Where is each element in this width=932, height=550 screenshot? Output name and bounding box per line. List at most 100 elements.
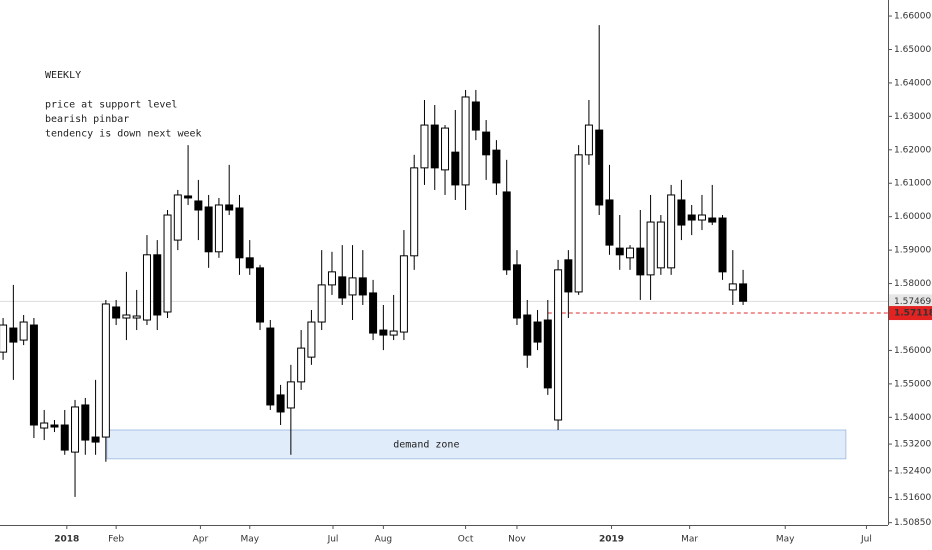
annotation: WEEKLY <box>45 70 81 81</box>
y-tick-label: 1.53200 <box>894 440 931 450</box>
candle-body <box>286 381 295 409</box>
candle-body <box>369 292 378 334</box>
candle-body <box>492 149 501 184</box>
demand-zone <box>106 429 847 460</box>
y-tick-label: 1.65000 <box>894 45 931 55</box>
candle-body <box>708 217 717 223</box>
annotation: tendency is down next week <box>45 129 202 140</box>
x-tick-label: Mar <box>681 535 698 545</box>
candle-body <box>461 96 470 186</box>
candle-body <box>101 303 110 438</box>
candle-body <box>358 277 367 296</box>
x-tick-label: Oct <box>458 535 474 545</box>
x-tick-label: May <box>776 535 795 545</box>
candle-body <box>379 329 388 336</box>
candle-body <box>697 214 706 221</box>
x-tick-label: Apr <box>193 535 209 545</box>
candle-body <box>266 327 275 406</box>
y-tick-label: 1.66000 <box>894 12 931 22</box>
candle-body <box>554 269 563 421</box>
x-tick-label: May <box>240 535 259 545</box>
candle-body <box>297 347 306 383</box>
candle-body <box>718 217 727 273</box>
candle-body <box>91 436 100 443</box>
x-tick-label: 2019 <box>599 535 624 545</box>
candle-body <box>348 277 357 296</box>
x-tick-label: Nov <box>508 535 526 545</box>
candle-body <box>307 321 316 358</box>
candle-body <box>327 271 336 286</box>
candle-body <box>533 321 542 343</box>
candle-body <box>441 127 450 171</box>
candle-body <box>214 204 223 253</box>
candle-body <box>605 199 614 246</box>
alert-price-label: 1.57118 <box>894 309 932 319</box>
candle-body <box>646 221 655 276</box>
candle-body <box>142 254 151 321</box>
candle-body <box>40 422 49 429</box>
candle-body <box>245 257 254 269</box>
y-tick-label: 1.55000 <box>894 379 931 389</box>
candle-body <box>656 221 665 269</box>
candle-body <box>615 247 624 256</box>
candle-body <box>502 191 511 271</box>
candle-body <box>112 306 121 319</box>
annotation: bearish pinbar <box>45 114 129 125</box>
candle-body <box>420 124 429 169</box>
candle-body <box>430 124 439 169</box>
candle-body <box>276 394 285 413</box>
candle-body <box>739 283 748 302</box>
candle-body <box>60 424 69 451</box>
annotation: price at support level <box>45 100 177 111</box>
candle-body <box>389 330 398 336</box>
candle-body <box>410 167 419 257</box>
candle-body <box>636 247 645 276</box>
candle-body <box>317 284 326 323</box>
candle-body <box>173 194 182 241</box>
candle-body <box>194 200 203 211</box>
y-tick-label: 1.64000 <box>894 78 931 88</box>
x-tick-label: Jul <box>860 535 872 545</box>
y-tick-label: 1.61000 <box>894 179 931 189</box>
candle-body <box>687 214 696 221</box>
candle-body <box>584 124 593 156</box>
candle-body <box>235 207 244 259</box>
candle-body <box>184 195 193 199</box>
x-tick-label: Feb <box>108 535 124 545</box>
candle-body <box>71 406 80 453</box>
y-tick-label: 1.50850 <box>894 518 931 528</box>
candle-body <box>9 327 18 343</box>
y-tick-label: 1.56000 <box>894 346 931 356</box>
y-tick-label: 1.52400 <box>894 466 931 476</box>
candle-body <box>225 204 234 211</box>
x-tick-label: Jul <box>327 535 339 545</box>
candle-body <box>543 319 552 389</box>
candle-body <box>482 131 491 156</box>
candle-body <box>667 194 676 269</box>
candle-body <box>574 154 583 293</box>
candle-body <box>728 283 737 291</box>
candle-body <box>512 264 521 319</box>
candle-body <box>81 404 90 441</box>
candle-body <box>122 314 131 319</box>
y-tick-label: 1.60000 <box>894 212 931 222</box>
y-tick-label: 1.63000 <box>894 112 931 122</box>
y-tick-label: 1.59000 <box>894 246 931 256</box>
candle-body <box>626 247 635 259</box>
last-price-label: 1.57469 <box>894 297 931 307</box>
candle-body <box>399 255 408 333</box>
candle-body <box>50 424 59 428</box>
candle-body <box>153 254 162 316</box>
y-tick-label: 1.58000 <box>894 279 931 289</box>
x-tick-label: Aug <box>375 535 393 545</box>
candle-body <box>29 324 38 426</box>
last-price-box <box>889 294 932 309</box>
x-tick-label: 2018 <box>54 535 79 545</box>
candle-body <box>677 199 686 226</box>
candle-body <box>471 101 480 131</box>
zone-label: demand zone <box>393 439 459 450</box>
candle-body <box>204 206 213 253</box>
candle-body <box>595 129 604 206</box>
